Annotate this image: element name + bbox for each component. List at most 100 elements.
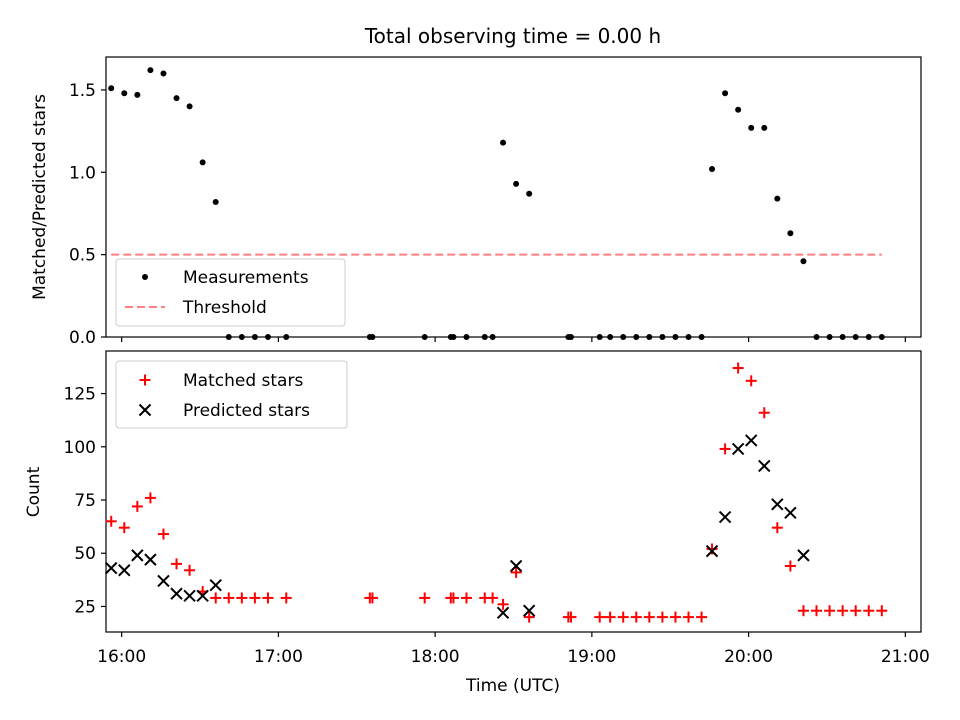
measurement-point <box>121 90 128 97</box>
matched-star-point <box>497 598 509 610</box>
measurement-point <box>774 195 781 202</box>
measurement-point <box>134 91 141 98</box>
top-y-tick-label: 1.5 <box>69 81 96 101</box>
x-tick-label: 21:00 <box>881 647 930 667</box>
predicted-star-point <box>118 564 131 577</box>
measurement-point <box>852 334 859 340</box>
bottom-legend-box <box>115 360 348 429</box>
bottom-axes-frame <box>105 350 922 633</box>
measurement-point <box>646 334 653 340</box>
legend-matched-label: Matched stars <box>183 371 303 391</box>
measurement-point <box>698 334 705 340</box>
matched-star-point <box>837 605 849 617</box>
matched-star-point <box>280 592 292 604</box>
predicted-star-point <box>496 606 510 620</box>
predicted-star-point <box>131 549 144 562</box>
legend-predicted-label: Predicted stars <box>183 401 310 421</box>
top-panel: 0.0 0.5 1.0 1.5 Matched/Predicted stars Mea… <box>30 56 922 348</box>
legend-measurements-label: Measurements <box>183 268 309 288</box>
top-y-axis-label: Matched/Predicted stars <box>30 94 50 300</box>
measurement-point <box>722 90 729 97</box>
measurement-point <box>421 334 428 340</box>
measurement-point <box>787 230 794 237</box>
matched-star-point <box>131 500 143 512</box>
predicted-star-point <box>771 498 784 511</box>
matched-star-point <box>144 492 156 504</box>
measurement-point <box>513 180 520 187</box>
matched-star-point <box>811 605 823 617</box>
measurement-point <box>264 334 271 340</box>
matched-star-point <box>460 592 472 604</box>
measurement-point <box>450 334 457 340</box>
measurement-point <box>800 258 807 265</box>
bottom-y-tick-label: 100 <box>64 438 96 458</box>
bottom-ticks: 16:00 17:00 18:00 19:00 20:00 21:00 25 50 75 100 1… <box>64 385 930 667</box>
matched-star-point <box>171 558 183 570</box>
measurement-point <box>685 334 692 340</box>
top-y-tick-label: 0.5 <box>69 246 96 266</box>
matched-star-point <box>630 611 642 623</box>
top-ticks: 0.0 0.5 1.0 1.5 <box>69 81 906 348</box>
matched-star-point <box>487 592 499 604</box>
matched-star-point <box>745 375 757 387</box>
legend-matched-marker <box>139 374 151 386</box>
predicted-star-point <box>758 459 771 473</box>
measurement-point <box>878 334 885 340</box>
predicted-star-point <box>797 549 810 562</box>
bottom-y-tick-label: 75 <box>74 491 96 511</box>
bottom-panel: 16:00 17:00 18:00 19:00 20:00 21:00 25 50 75 100 1… <box>24 350 930 696</box>
matched-star-point <box>105 515 117 527</box>
measurement-point <box>147 67 154 74</box>
predicted-star-point <box>105 561 118 575</box>
measurement-point <box>173 95 180 102</box>
matched-star-point <box>876 605 888 617</box>
bottom-y-tick-label: 25 <box>74 597 96 617</box>
measurement-point <box>369 334 376 340</box>
top-marks <box>108 67 885 340</box>
matched-star-point <box>706 543 718 555</box>
legend-threshold-label: Threshold <box>182 298 267 318</box>
measurement-point <box>826 334 833 340</box>
measurement-point <box>463 334 470 340</box>
matched-star-point <box>656 611 668 623</box>
predicted-star-point <box>522 604 536 617</box>
top-axes-frame <box>105 56 922 338</box>
matched-star-point <box>771 522 783 534</box>
measurement-point <box>489 334 496 340</box>
matched-star-point <box>223 592 235 604</box>
measurement-point <box>251 334 258 340</box>
top-y-tick-label: 0.0 <box>69 328 96 348</box>
matched-star-point <box>850 605 862 617</box>
predicted-star-point <box>157 574 170 588</box>
matched-star-point <box>565 611 577 623</box>
matched-star-point <box>210 592 222 604</box>
matched-star-point <box>797 605 809 617</box>
measurement-point <box>813 334 820 340</box>
measurement-point <box>225 334 232 340</box>
measurement-point <box>199 159 206 166</box>
bottom-y-tick-label: 125 <box>64 385 96 405</box>
matched-star-point <box>236 592 248 604</box>
measurement-point <box>748 124 755 131</box>
matched-star-point <box>184 564 196 576</box>
measurement-point <box>709 166 716 172</box>
measurement-point <box>735 106 742 113</box>
top-legend: Measurements Threshold <box>115 258 346 327</box>
matched-star-point <box>863 605 875 617</box>
top-legend-box <box>115 258 346 327</box>
measurement-point <box>659 334 666 340</box>
measurement-point <box>672 334 679 340</box>
matched-star-point <box>523 611 535 623</box>
matched-star-point <box>157 528 169 540</box>
predicted-star-point <box>705 544 719 558</box>
matched-star-point <box>732 362 744 374</box>
matched-star-point <box>118 522 130 534</box>
measurement-point <box>108 85 115 92</box>
measurement-point <box>633 334 640 340</box>
matched-star-point <box>419 592 431 604</box>
matched-star-point <box>366 592 378 604</box>
x-axis-label: Time (UTC) <box>465 676 560 696</box>
measurement-point <box>607 334 614 340</box>
bottom-y-tick-label: 50 <box>74 544 96 564</box>
legend-predicted-marker <box>138 403 152 417</box>
